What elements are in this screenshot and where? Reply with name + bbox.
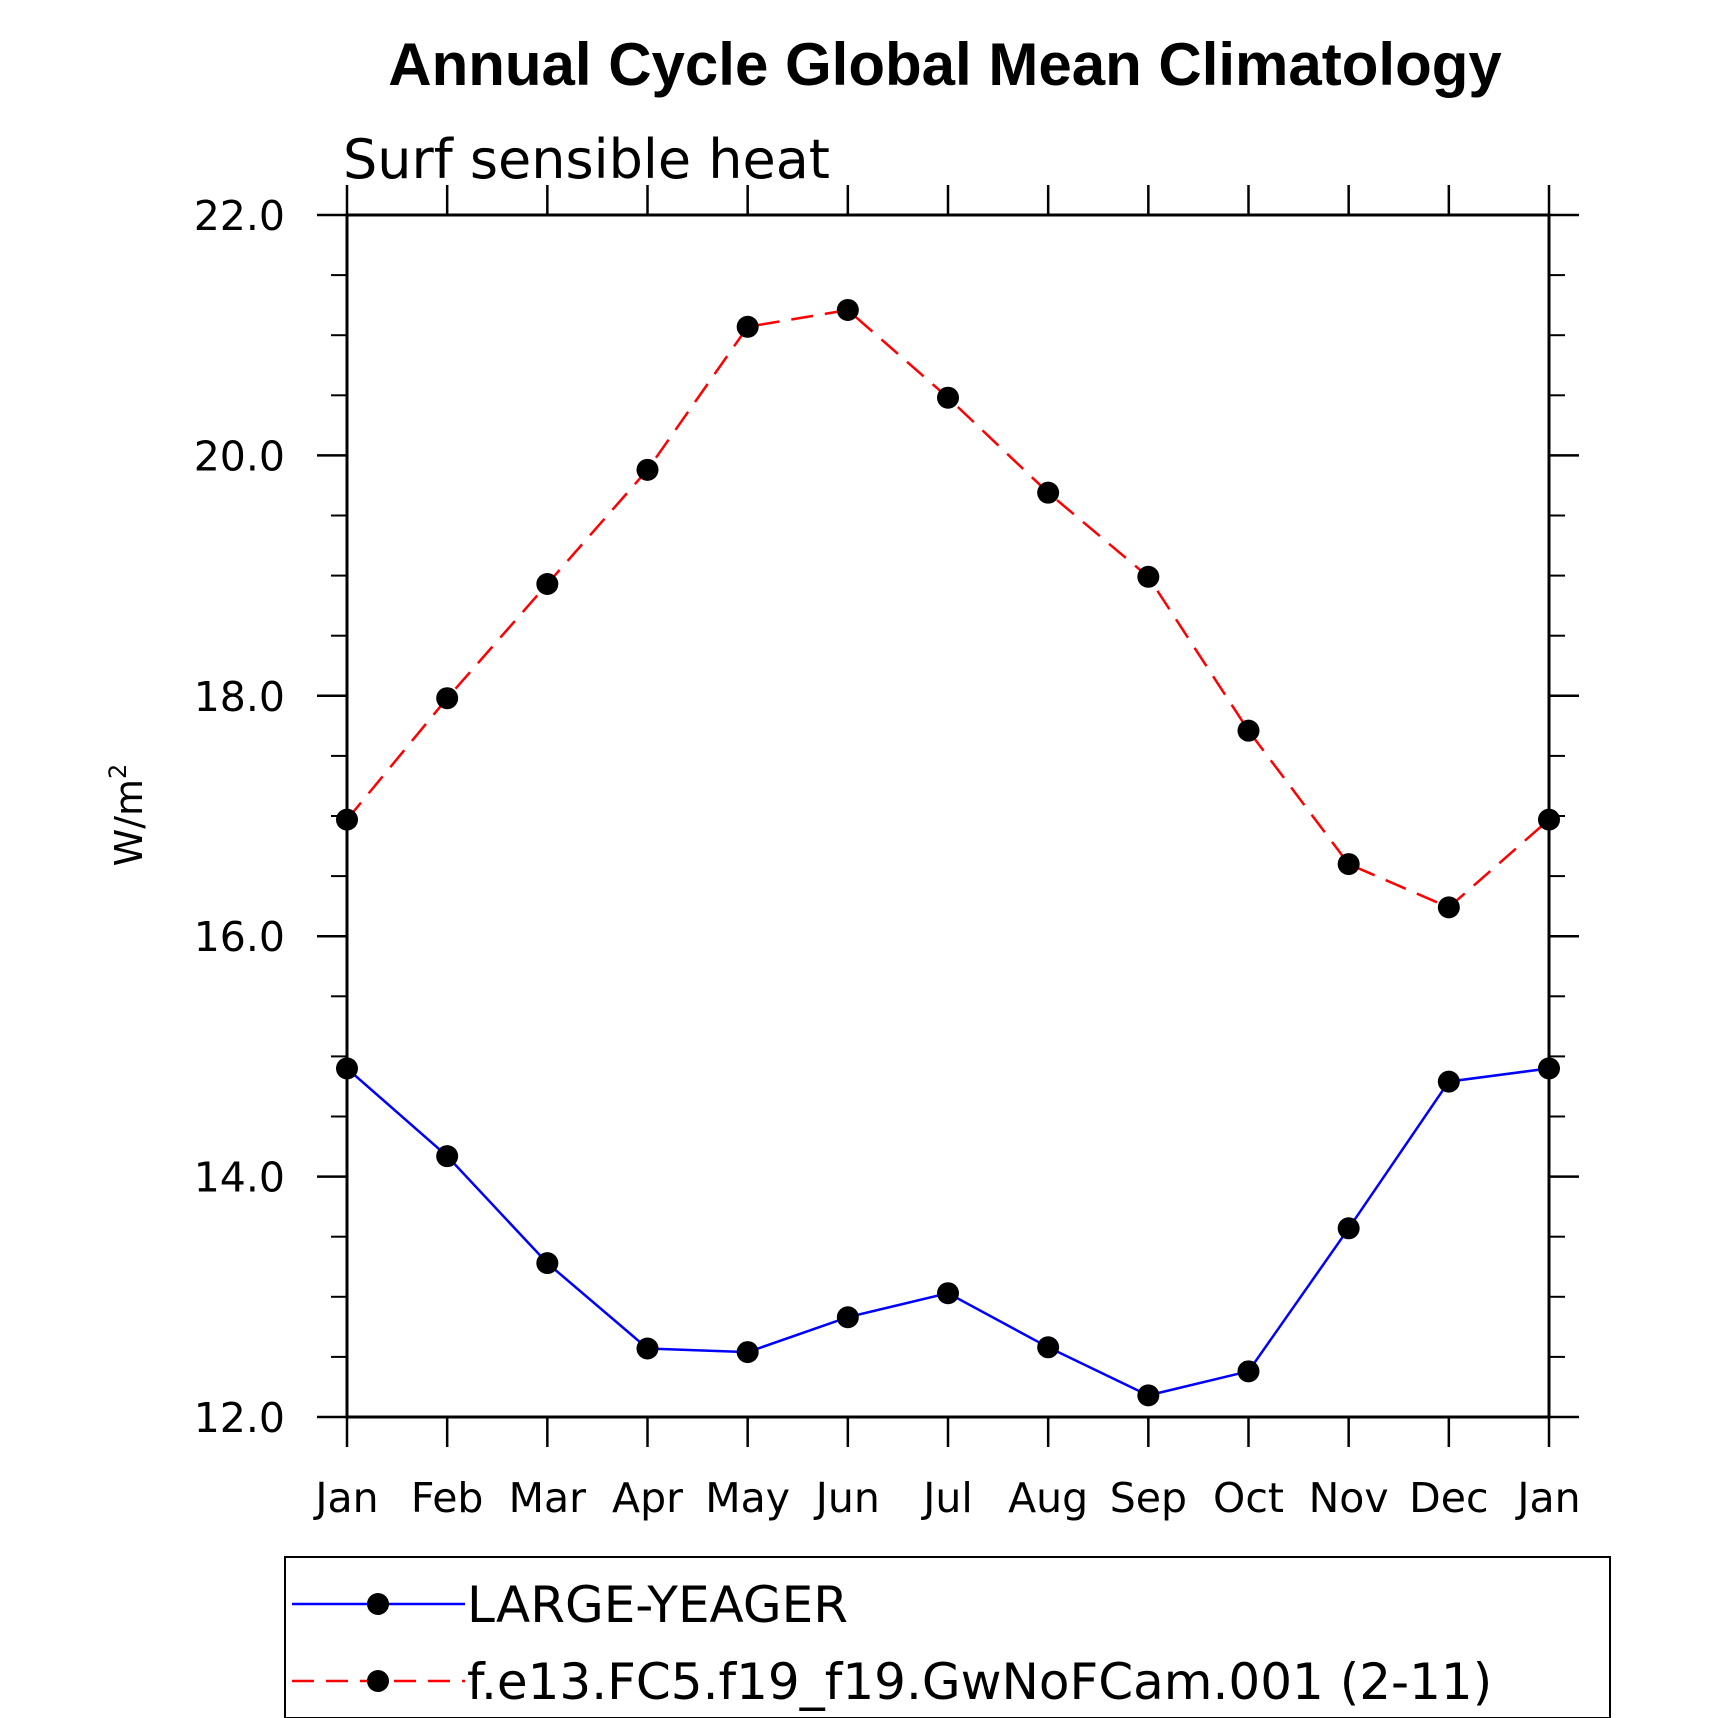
y-tick-label: 22.0 (194, 192, 285, 240)
data-point-series-1 (1037, 1336, 1060, 1359)
data-point-series-1 (736, 1341, 759, 1364)
data-point-series-2 (836, 298, 859, 321)
x-tick-label: Jun (813, 1474, 880, 1522)
data-point-series-2 (1037, 481, 1060, 504)
x-tick-label: Jan (1514, 1474, 1580, 1522)
series-points (336, 298, 1560, 1407)
data-point-series-2 (1437, 896, 1460, 919)
axis-ticks (317, 185, 1579, 1447)
data-point-series-1 (436, 1145, 459, 1168)
y-tick-label: 18.0 (194, 673, 285, 721)
y-axis-label: W/m2 (104, 764, 151, 867)
legend-label-2: f.e13.FC5.f19_f19.GwNoFCam.001 (2-11) (467, 1653, 1492, 1711)
y-tick-labels: 12.0 14.0 16.0 18.0 20.0 22.0 (194, 192, 285, 1442)
data-point-series-1 (1437, 1070, 1460, 1093)
data-point-series-2 (1237, 719, 1260, 742)
x-tick-labels: Jan Feb Mar Apr May Jun Jul Aug Sep Oct Nov Dec Jan (312, 1474, 1580, 1522)
series-line-1 (346, 1067, 1550, 1397)
x-tick-label: Feb (411, 1474, 484, 1522)
svg-text:W/m2: W/m2 (104, 764, 151, 867)
data-point-series-1 (536, 1252, 559, 1275)
y-axis-label-text: W/m (107, 779, 151, 866)
y-axis-label-superscript: 2 (104, 764, 132, 779)
data-point-series-1 (937, 1282, 959, 1305)
x-tick-label: Jul (920, 1474, 972, 1522)
y-tick-label: 20.0 (194, 432, 285, 480)
data-point-series-1 (1337, 1217, 1360, 1240)
x-tick-label: Sep (1110, 1474, 1187, 1522)
x-tick-label: Mar (509, 1474, 586, 1522)
series-lines (346, 308, 1550, 1397)
data-point-series-1 (336, 1057, 358, 1080)
legend-label-1: LARGE-YEAGER (467, 1576, 848, 1634)
data-point-series-2 (937, 386, 959, 409)
data-point-series-1 (836, 1306, 859, 1329)
x-tick-label: Apr (612, 1474, 683, 1522)
legend-box (284, 1556, 1611, 1718)
data-point-series-1 (636, 1337, 659, 1360)
data-point-series-2 (536, 573, 559, 596)
legend: LARGE-YEAGER f.e13.FC5.f19_f19.GwNoFCam.0… (284, 1556, 1611, 1718)
data-point-series-2 (1538, 808, 1560, 831)
legend-swatch-marker-2 (367, 1670, 389, 1692)
data-point-series-2 (736, 315, 759, 338)
x-tick-label: Aug (1008, 1474, 1088, 1522)
chart-title: Annual Cycle Global Mean Climatology (388, 31, 1502, 98)
x-tick-label: May (705, 1474, 790, 1522)
legend-items: LARGE-YEAGER f.e13.FC5.f19_f19.GwNoFCam.0… (292, 1576, 1492, 1711)
y-tick-label: 14.0 (194, 1154, 285, 1202)
data-point-series-1 (1538, 1057, 1560, 1080)
data-point-series-2 (636, 458, 659, 481)
x-tick-label: Jan (312, 1474, 378, 1522)
chart-subtitle: Surf sensible heat (343, 128, 830, 191)
legend-swatch-marker-1 (367, 1593, 389, 1615)
y-tick-label: 16.0 (194, 913, 285, 961)
x-tick-label: Oct (1213, 1474, 1284, 1522)
data-point-series-2 (1137, 565, 1160, 588)
data-point-series-1 (1137, 1384, 1160, 1407)
x-tick-label: Nov (1309, 1474, 1389, 1522)
data-point-series-2 (436, 687, 459, 710)
x-tick-label: Dec (1409, 1474, 1488, 1522)
data-point-series-2 (1337, 853, 1360, 876)
data-point-series-1 (1237, 1360, 1260, 1383)
data-point-series-2 (336, 808, 358, 831)
y-tick-label: 12.0 (194, 1394, 285, 1442)
